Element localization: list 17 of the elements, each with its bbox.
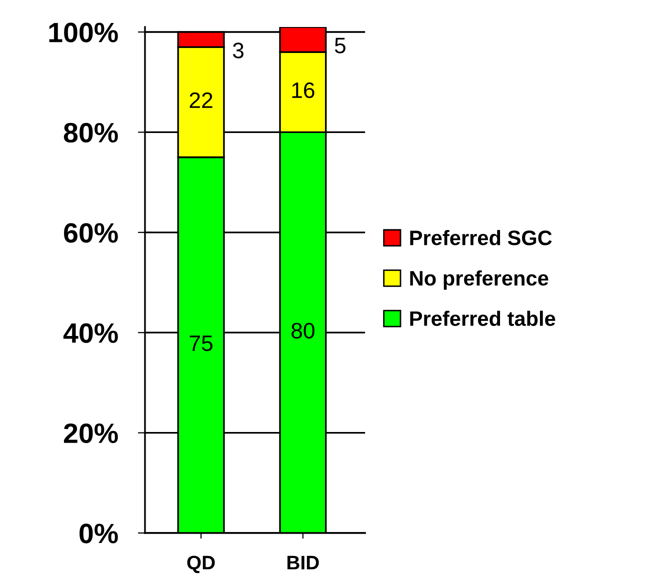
y-tick-label: 80% — [64, 122, 118, 143]
x-tick-label: QD — [187, 556, 215, 574]
y-tick-label: 0% — [80, 524, 118, 544]
legend-label: Preferred table — [410, 310, 556, 326]
data-label: 75 — [190, 336, 212, 352]
data-label: 3 — [232, 42, 244, 58]
y-tick-label: 60% — [64, 223, 118, 243]
x-tick-label: BID — [287, 556, 319, 570]
legend-label: Preferred SGC — [410, 230, 552, 246]
data-label: 16 — [292, 82, 314, 98]
y-tick-label: 40% — [63, 323, 118, 343]
data-label: 22 — [190, 92, 212, 108]
y-tick-label: 20% — [64, 423, 118, 444]
data-label: 80 — [292, 322, 314, 339]
y-tick-label: 100% — [49, 22, 118, 42]
data-label: 5 — [334, 38, 346, 54]
legend-label: No preference — [410, 270, 548, 290]
